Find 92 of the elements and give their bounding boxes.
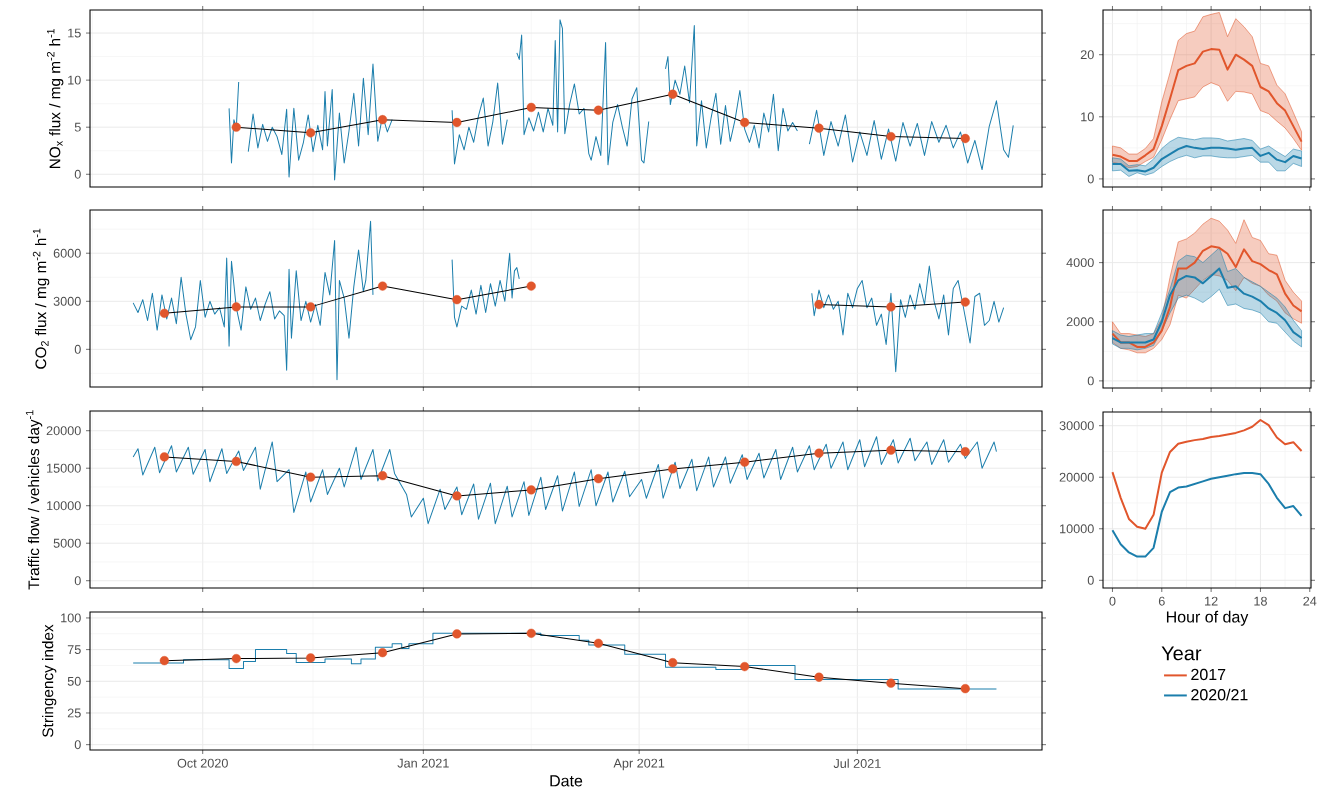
point: [814, 299, 824, 310]
legend-title: Year: [1161, 646, 1202, 661]
y-tick-label: 50: [67, 676, 81, 686]
y-tick-label: 100: [61, 613, 81, 623]
x-axis-title: Date: [550, 775, 583, 787]
y-tick-label: 5: [74, 122, 81, 132]
x-tick-label: Oct 2020: [177, 758, 228, 768]
y-tick-label: 20000: [46, 426, 81, 436]
x-tick-label: 6: [1158, 596, 1165, 606]
point: [593, 474, 603, 484]
y-tick-label: 3000: [53, 296, 81, 306]
y-tick-label: 0: [74, 740, 81, 750]
point: [306, 302, 316, 312]
line-series: [132, 436, 997, 525]
point: [452, 629, 462, 639]
point: [377, 281, 388, 291]
point: [306, 472, 316, 482]
y-tick-label: 5000: [53, 538, 81, 548]
y-tick-label: 6000: [53, 248, 81, 258]
point: [452, 295, 462, 305]
point: [593, 638, 603, 648]
y-tick-label: 10: [68, 75, 81, 85]
y-tick-label: 20: [1080, 50, 1094, 60]
point: [668, 658, 678, 668]
point: [668, 464, 678, 474]
point: [377, 115, 388, 125]
y-tick-label: 10000: [1060, 524, 1094, 534]
y-tick-label: 75: [67, 645, 81, 655]
point: [159, 452, 169, 462]
point: [740, 662, 750, 672]
point: [740, 457, 750, 467]
point: [814, 448, 824, 458]
point: [306, 653, 316, 663]
point: [452, 491, 462, 501]
point: [526, 281, 536, 291]
point: [306, 128, 316, 138]
y-axis-title: CO$_{2}$ flux / mg m$^{-2}$ h$^{-1}$: [32, 228, 50, 369]
point: [960, 447, 970, 457]
point: [814, 123, 824, 133]
x-tick-label: 18: [1254, 596, 1267, 606]
y-tick-label: 0: [1087, 575, 1094, 585]
point: [886, 302, 896, 312]
y-axis-title: NO$_{x}$ flux / mg m$^{-2}$ h$^{-1}$: [46, 28, 64, 168]
x-tick-label: Jan 2021: [397, 758, 449, 768]
line-series: [1111, 145, 1303, 173]
point: [668, 89, 678, 99]
point: [526, 485, 536, 495]
point: [231, 302, 241, 312]
x-tick-label: Jul 2021: [833, 758, 881, 768]
point: [231, 456, 241, 467]
point: [159, 308, 169, 318]
y-axis-title: Traffic flow / vehicles day$^{-1}$: [25, 410, 43, 590]
point: [960, 297, 970, 307]
point: [377, 471, 388, 481]
point: [526, 102, 536, 113]
point: [231, 122, 241, 132]
point: [886, 132, 896, 142]
y-tick-label: 10000: [47, 501, 81, 511]
point: [886, 445, 896, 455]
point: [886, 678, 896, 688]
legend-label: 2020/21: [1191, 688, 1248, 701]
point: [960, 133, 970, 144]
y-tick-label: 15000: [47, 463, 81, 473]
y-tick-label: 30000: [1059, 421, 1094, 431]
y-tick-label: 0: [74, 576, 81, 586]
y-tick-label: 25: [67, 708, 81, 718]
y-tick-label: 4000: [1066, 258, 1094, 268]
y-tick-label: 0: [1087, 376, 1094, 386]
y-tick-label: 20000: [1059, 472, 1094, 482]
x-axis-title: Hour of day: [1166, 610, 1249, 626]
y-tick-label: 15: [68, 28, 81, 38]
point: [377, 648, 388, 658]
point: [452, 117, 462, 128]
x-tick-label: Apr 2021: [613, 758, 665, 771]
x-tick-label: 24: [1303, 596, 1317, 606]
y-tick-label: 0: [74, 344, 81, 354]
y-tick-label: 0: [1087, 174, 1094, 184]
y-axis-title: Stringency index: [42, 624, 57, 737]
point: [814, 672, 824, 682]
point: [960, 684, 970, 694]
line-series: [1111, 419, 1303, 530]
y-tick-label: 0: [74, 169, 81, 179]
legend-label: 2017: [1191, 668, 1226, 681]
point: [231, 654, 241, 664]
point: [593, 105, 603, 115]
y-tick-label: 2000: [1066, 317, 1094, 327]
x-tick-label: 0: [1109, 596, 1116, 606]
point: [740, 117, 750, 128]
point: [159, 656, 169, 666]
y-tick-label: 10: [1081, 112, 1094, 122]
point: [526, 628, 536, 638]
x-tick-label: 12: [1205, 596, 1218, 606]
